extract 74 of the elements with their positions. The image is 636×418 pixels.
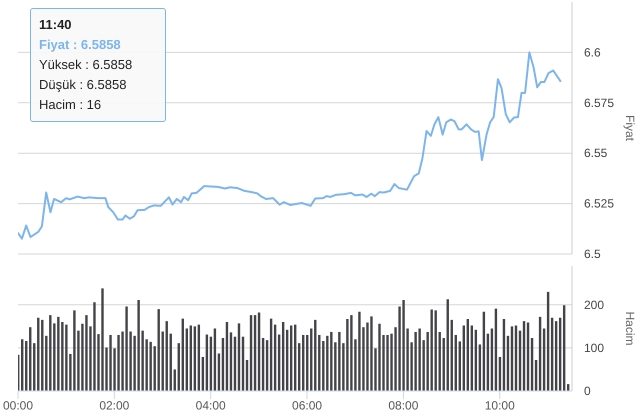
bar <box>282 322 284 391</box>
y-tick-label: 6.525 <box>584 196 614 211</box>
bar <box>494 308 498 391</box>
y-tick-label: 6.575 <box>584 96 614 110</box>
annotation: Yüksek : 6.5858 <box>39 56 134 74</box>
annotation: Fiyat : 6.5858 <box>39 36 122 54</box>
bar <box>198 324 200 391</box>
bar <box>194 326 196 391</box>
y-tick-label: 6.6 <box>584 45 602 60</box>
bar <box>346 319 349 391</box>
bar <box>314 320 316 391</box>
bar <box>85 315 88 391</box>
bar <box>402 300 405 391</box>
bar <box>258 312 260 391</box>
y-tick-label: 6.5 <box>584 247 602 261</box>
bar <box>29 327 32 391</box>
x-tick-label: 10:00 <box>484 398 516 413</box>
bar <box>41 320 44 391</box>
bar <box>117 334 120 391</box>
x-tick-label: 08:00 <box>388 398 419 413</box>
bar <box>37 318 40 391</box>
bar <box>149 342 152 391</box>
bar <box>214 328 216 391</box>
bar <box>530 338 534 391</box>
bar <box>338 332 341 391</box>
annotation: Hacim : 16 <box>39 96 102 114</box>
bar <box>254 315 256 391</box>
y-tick-label: 200 <box>584 298 604 312</box>
x-tick-label: 02:00 <box>99 398 130 413</box>
bar <box>190 325 192 391</box>
annotation: 11:40 <box>39 16 73 34</box>
bar <box>57 316 60 391</box>
bar <box>474 330 478 391</box>
bar <box>418 328 421 391</box>
bar <box>206 334 208 391</box>
bar <box>182 318 184 391</box>
bar <box>330 332 333 391</box>
bar <box>166 321 168 391</box>
bar <box>21 339 24 391</box>
bar <box>434 310 437 391</box>
bar <box>294 324 296 391</box>
bar <box>270 318 272 391</box>
bar <box>326 336 329 391</box>
bar <box>302 334 304 391</box>
y-axis-title: Fiyat <box>623 114 636 142</box>
x-tick-label: 00:00 <box>2 398 34 413</box>
bar <box>538 316 542 391</box>
bar <box>482 312 486 391</box>
bar <box>430 310 433 391</box>
bar <box>466 319 470 391</box>
bar <box>125 306 128 391</box>
bar <box>65 324 68 391</box>
bar <box>358 312 361 391</box>
bar <box>49 315 52 391</box>
bar <box>226 322 228 391</box>
bar <box>350 315 353 391</box>
y-tick-label: 6.55 <box>584 146 608 160</box>
bar <box>73 310 76 391</box>
bar <box>446 299 449 391</box>
annotation: Düşük : 6.5858 <box>39 76 128 94</box>
line-series <box>18 51 562 240</box>
y-tick-label: 0 <box>584 384 591 398</box>
y-axis-title: Hacim <box>623 311 636 346</box>
bar <box>158 309 160 391</box>
bar <box>554 321 558 391</box>
bar <box>137 300 140 391</box>
x-tick-label: 06:00 <box>292 398 322 413</box>
bar <box>414 332 417 391</box>
x-tick-label: 04:00 <box>196 398 226 413</box>
bar <box>502 319 506 391</box>
bar <box>546 292 550 391</box>
bar <box>290 325 292 391</box>
bar <box>562 305 566 391</box>
y-tick-label: 100 <box>584 340 604 355</box>
